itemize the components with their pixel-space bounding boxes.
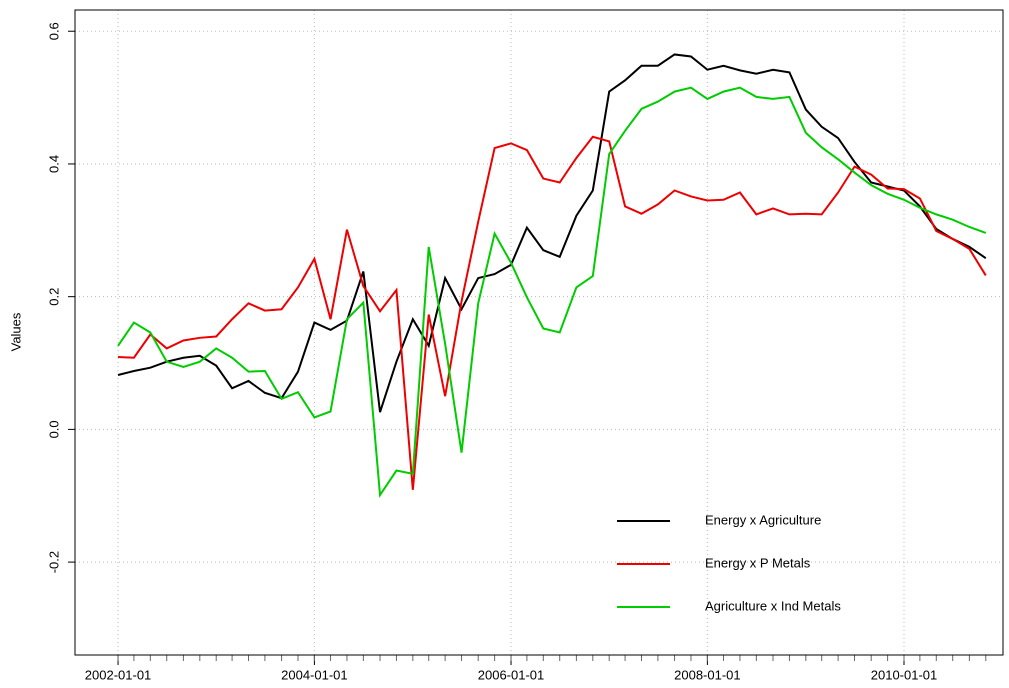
x-tick-label: 2010-01-01 (871, 667, 938, 682)
series-line (117, 86, 987, 499)
plot-frame (74, 9, 1004, 656)
series-line (117, 135, 987, 490)
y-tick-label: 0.6 (46, 22, 61, 40)
y-tick-label: 0.0 (46, 420, 61, 438)
series-line (117, 53, 987, 413)
legend-label: Energy x Agriculture (705, 512, 821, 527)
x-tick-label: 2004-01-01 (281, 667, 348, 682)
legend-label: Energy x P Metals (705, 555, 811, 570)
y-axis-label: Values (8, 312, 23, 351)
y-tick-label: -0.2 (46, 551, 61, 573)
y-tick-label: 0.2 (46, 288, 61, 306)
legend-label: Agriculture x Ind Metals (705, 598, 841, 613)
x-tick-label: 2008-01-01 (674, 667, 741, 682)
x-tick-label: 2002-01-01 (85, 667, 152, 682)
x-tick-label: 2006-01-01 (478, 667, 545, 682)
y-tick-label: 0.4 (46, 155, 61, 173)
